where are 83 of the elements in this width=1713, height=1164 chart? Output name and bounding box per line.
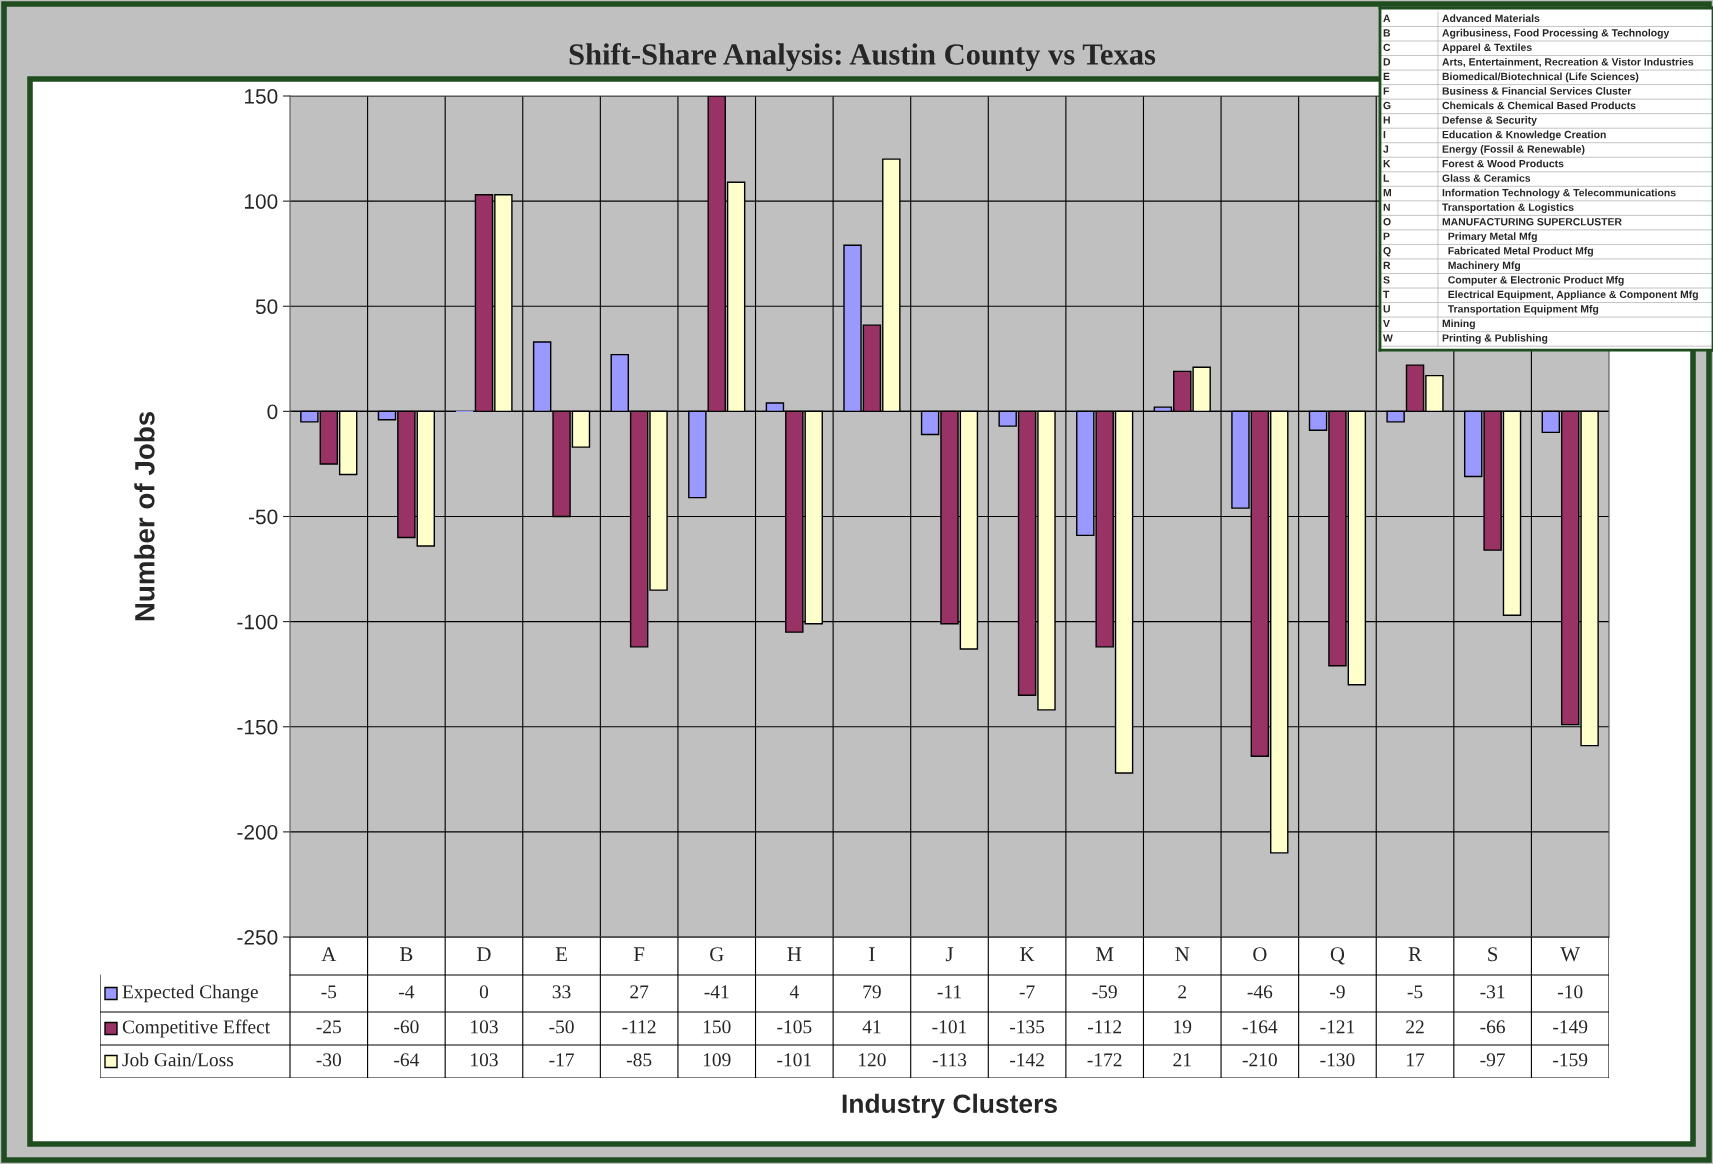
x-tick-label: D [477,947,491,962]
data-label: 103 [471,1053,498,1067]
x-axis-title: Industry Clusters [842,1093,1057,1119]
data-label: 150 [703,1020,731,1034]
chart-title: Shift-Share Analysis: Austin County vs Texas [569,42,1156,72]
data-label: -105 [777,1020,812,1034]
data-label: -135 [1009,1020,1045,1034]
data-label: 22 [1406,1020,1424,1034]
data-label: -164 [1242,1020,1278,1034]
x-tick-label: A [321,947,337,962]
x-tick-label: R [1408,947,1422,962]
data-label: -59 [1092,985,1117,999]
x-tick-label: W [1560,947,1580,962]
data-label: -4 [399,985,415,999]
y-tick-label: 150 [245,89,278,104]
y-tick-label: -200 [237,824,278,840]
data-label: -30 [316,1053,342,1067]
y-tick-label: -150 [237,719,278,735]
x-tick-label: I [869,947,875,962]
data-label: -60 [394,1020,419,1034]
y-tick-label: -50 [249,509,278,525]
x-tick-label: N [1175,947,1190,962]
data-label: -46 [1247,985,1273,999]
y-axis-title: Number of Jobs [134,411,155,621]
y-tick-label: -100 [237,614,278,630]
data-label: 4 [789,985,799,999]
x-tick-label: E [555,947,567,962]
data-label: -113 [932,1053,967,1067]
data-label: -112 [622,1020,656,1034]
data-label: 2 [1178,985,1187,999]
legend-label: Competitive Effect [122,1019,271,1038]
data-label: -41 [704,985,729,999]
data-label: 19 [1174,1020,1192,1034]
data-label: -97 [1480,1053,1506,1067]
data-label: -31 [1480,985,1505,999]
y-tick-label: 100 [245,194,278,209]
data-label: -85 [626,1053,652,1067]
data-label: -9 [1330,985,1345,999]
data-label: -50 [549,1020,574,1034]
data-label: 17 [1407,1053,1425,1067]
data-label: 120 [859,1053,886,1067]
data-label: -159 [1553,1053,1588,1067]
y-tick-label: 50 [255,299,278,314]
data-label: 109 [703,1053,731,1067]
x-tick-label: O [1253,947,1267,962]
data-label: 0 [479,985,489,999]
data-label: 33 [552,985,571,999]
legend-label: Job Gain/Loss [122,1052,234,1067]
legend-label: Expected Change [122,984,258,1003]
x-tick-label: Q [1330,947,1345,965]
data-label: -210 [1242,1053,1277,1067]
x-tick-label: J [945,947,954,962]
data-label: -112 [1087,1020,1122,1034]
y-tick-label: -250 [237,930,278,945]
data-label: -149 [1553,1020,1588,1034]
data-label: 41 [862,1020,881,1034]
data-label: 21 [1173,1053,1191,1067]
data-label: -64 [394,1053,420,1067]
data-label: -5 [321,985,337,999]
data-label: -121 [1320,1020,1355,1034]
x-tick-label: H [787,947,802,962]
data-label: -66 [1480,1020,1505,1034]
data-label: -10 [1557,985,1583,999]
data-label: -17 [549,1053,574,1067]
data-label: -101 [932,1020,967,1034]
data-label: -172 [1087,1053,1122,1067]
data-label: 103 [471,1020,498,1034]
data-label: -25 [316,1020,341,1034]
y-tick-label: 0 [267,404,278,420]
x-tick-label: G [710,947,724,962]
x-tick-label: F [633,947,645,962]
data-label: -130 [1320,1053,1355,1067]
x-tick-label: K [1020,947,1035,962]
data-label: -11 [937,985,961,999]
x-tick-label: B [400,947,413,962]
x-tick-label: M [1096,947,1114,962]
x-tick-label: S [1488,947,1498,962]
data-label: 27 [630,985,649,999]
data-label: -142 [1009,1053,1044,1067]
data-label: 79 [863,985,881,999]
data-label: -7 [1019,985,1035,999]
data-label: -101 [777,1053,811,1067]
data-label: -5 [1407,985,1423,999]
